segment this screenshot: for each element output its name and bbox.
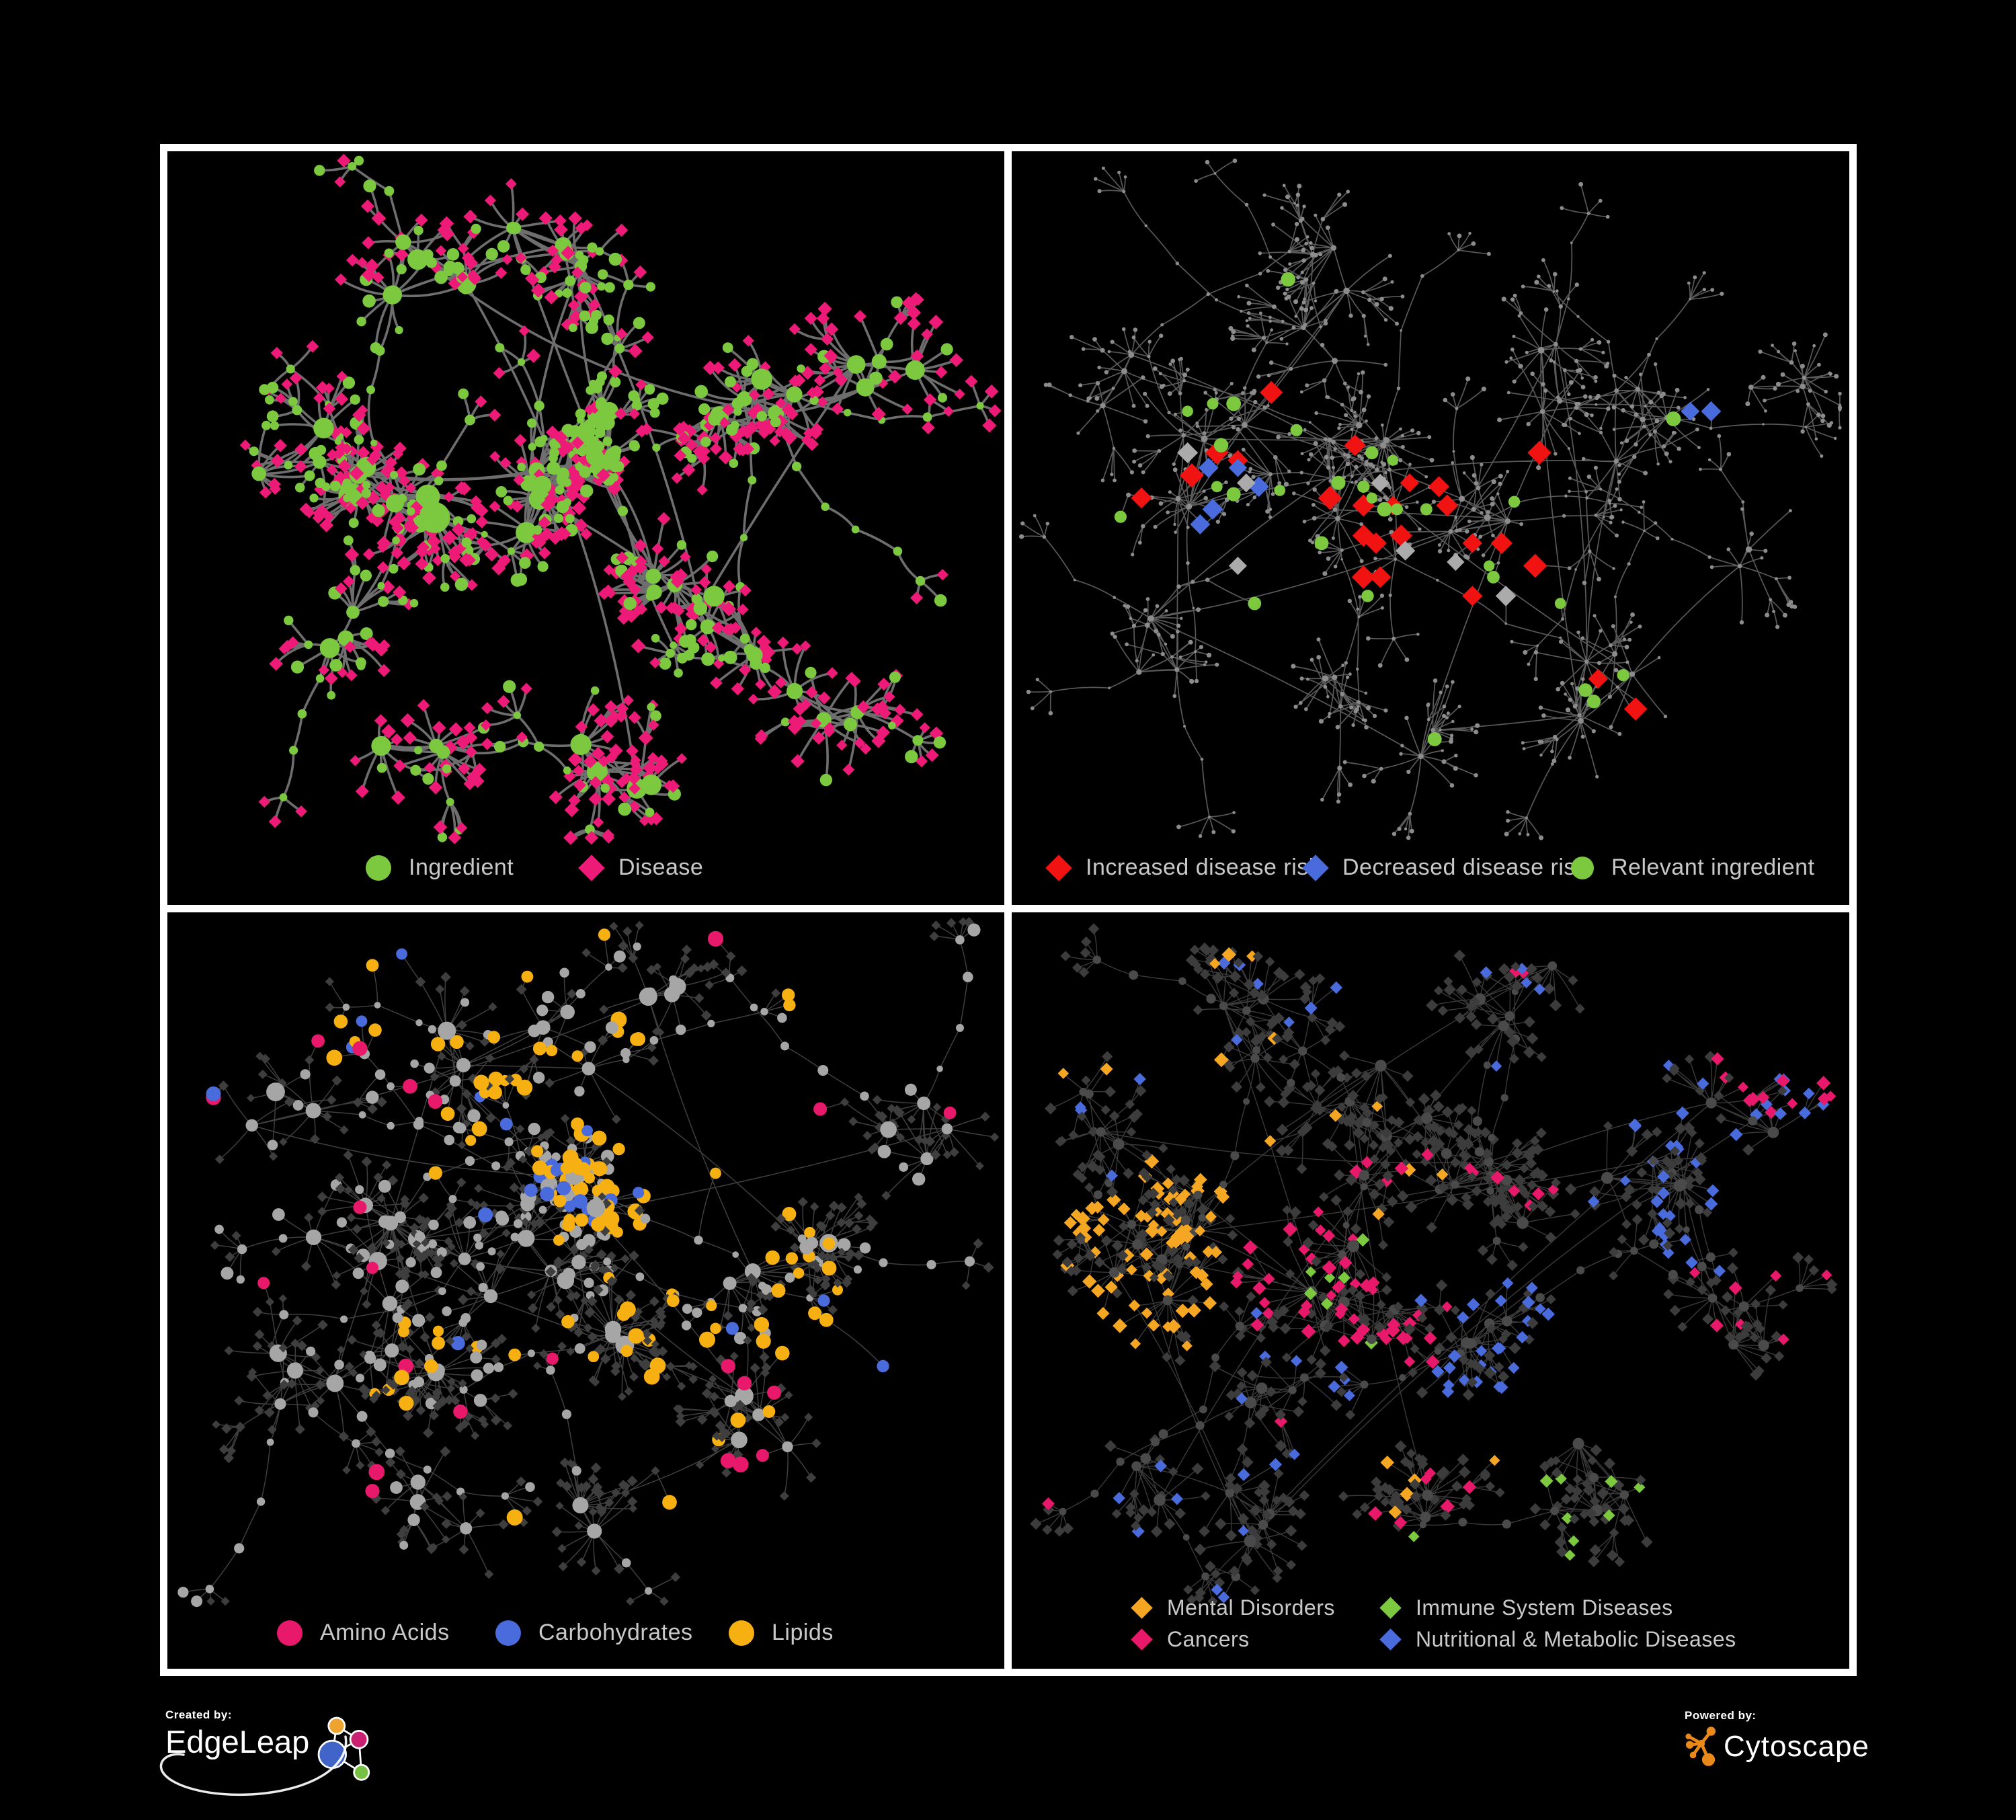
panel-disease-categories: Mental Disorders Immune System Diseases … — [1004, 905, 1857, 1676]
powered-by-label: Powered by: — [1685, 1709, 1757, 1722]
edgeleap-wordmark: EdgeLeap — [165, 1724, 310, 1759]
panel-disease-risk: Increased disease risk Decreased disease… — [1004, 144, 1857, 912]
panel-ingredient-disease: Ingredient Disease — [160, 144, 1012, 912]
network-graph-nutrient-classes — [177, 917, 1000, 1608]
cytoscape-credit: Powered by: Cytoscape — [1685, 1709, 1869, 1767]
cytoscape-logo-icon — [1685, 1727, 1716, 1766]
panel-nutrient-classes: Amino Acids Carbohydrates Lipids — [160, 905, 1012, 1676]
network-graph-disease-categories — [1030, 923, 1838, 1607]
network-graph-disease-risk — [1019, 158, 1843, 840]
edgeleap-swoosh-icon — [159, 1735, 348, 1796]
cytoscape-wordmark: Cytoscape — [1724, 1730, 1869, 1763]
network-graph-ingredient-disease — [239, 153, 1002, 845]
edgeleap-credit: Created by: EdgeLeap — [159, 1708, 375, 1796]
created-by-label: Created by: — [165, 1708, 233, 1721]
